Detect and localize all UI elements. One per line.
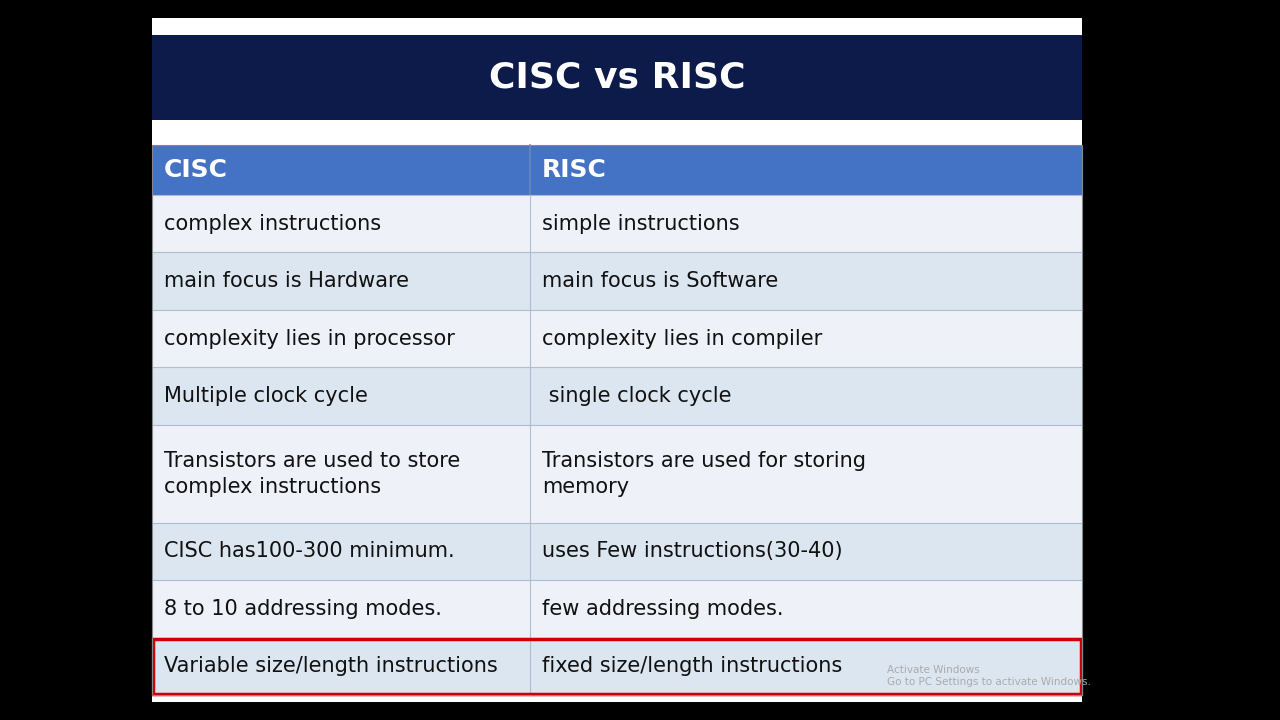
- Text: complex instructions: complex instructions: [164, 214, 381, 234]
- Bar: [152, 35, 1082, 120]
- Text: CISC: CISC: [164, 158, 228, 182]
- Text: fixed size/length instructions: fixed size/length instructions: [541, 656, 842, 676]
- Text: Multiple clock cycle: Multiple clock cycle: [164, 386, 367, 406]
- Bar: [152, 145, 1082, 695]
- Bar: [152, 580, 1082, 637]
- Text: main focus is Hardware: main focus is Hardware: [164, 271, 410, 291]
- Text: complexity lies in compiler: complexity lies in compiler: [541, 328, 822, 348]
- Bar: [152, 145, 1082, 195]
- Text: main focus is Software: main focus is Software: [541, 271, 778, 291]
- Text: CISC vs RISC: CISC vs RISC: [489, 60, 745, 94]
- Text: few addressing modes.: few addressing modes.: [541, 599, 783, 618]
- Text: CISC has100-300 minimum.: CISC has100-300 minimum.: [164, 541, 454, 562]
- Bar: [152, 367, 1082, 425]
- Text: Variable size/length instructions: Variable size/length instructions: [164, 656, 498, 676]
- Text: Transistors are used to store
complex instructions: Transistors are used to store complex in…: [164, 451, 461, 497]
- Bar: [152, 310, 1082, 367]
- Text: Activate Windows
Go to PC Settings to activate Windows.: Activate Windows Go to PC Settings to ac…: [887, 665, 1091, 687]
- Bar: [152, 18, 1082, 702]
- Bar: [152, 195, 1082, 253]
- Bar: [154, 639, 1080, 694]
- Bar: [152, 523, 1082, 580]
- Text: 8 to 10 addressing modes.: 8 to 10 addressing modes.: [164, 599, 442, 618]
- Text: RISC: RISC: [541, 158, 607, 182]
- Text: single clock cycle: single clock cycle: [541, 386, 731, 406]
- Bar: [152, 253, 1082, 310]
- Bar: [152, 637, 1082, 695]
- Text: uses Few instructions(30-40): uses Few instructions(30-40): [541, 541, 842, 562]
- Text: complexity lies in processor: complexity lies in processor: [164, 328, 454, 348]
- Bar: [152, 425, 1082, 523]
- Text: Transistors are used for storing
memory: Transistors are used for storing memory: [541, 451, 867, 497]
- Text: simple instructions: simple instructions: [541, 214, 740, 234]
